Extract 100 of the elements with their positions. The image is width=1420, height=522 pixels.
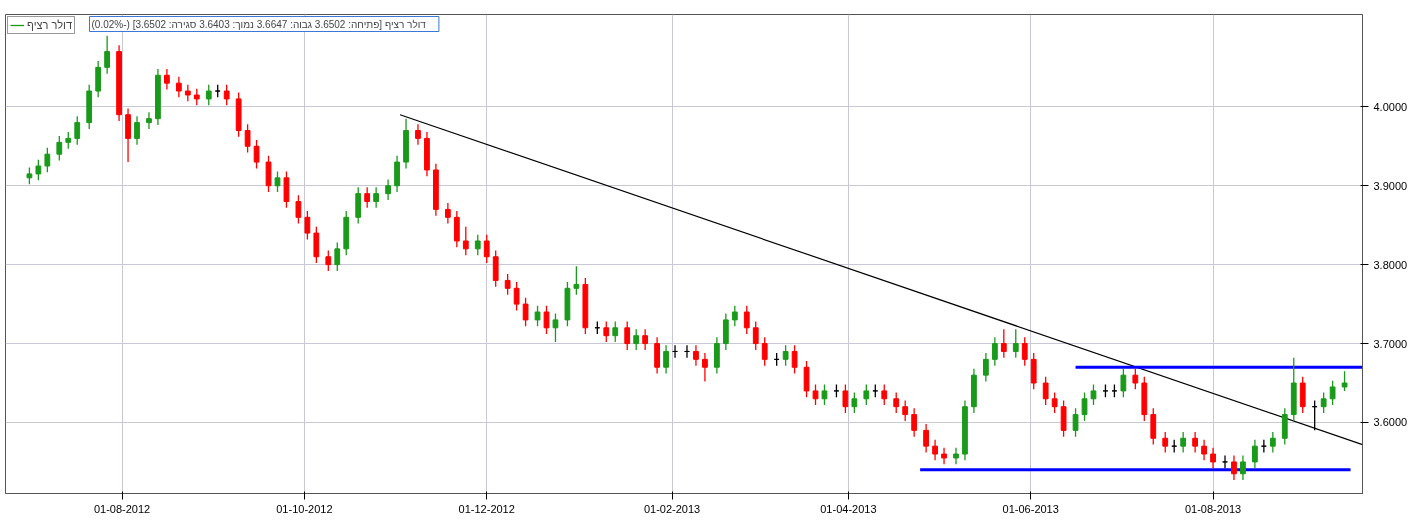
candlestick <box>702 352 708 383</box>
candlestick <box>761 336 768 367</box>
candlestick <box>223 84 230 106</box>
y-tick-label: 4.0000 <box>1373 100 1408 113</box>
candlestick <box>791 344 798 375</box>
candlestick <box>1341 370 1348 392</box>
candlestick <box>385 178 391 201</box>
candlestick <box>1150 407 1157 446</box>
candlestick <box>803 360 810 398</box>
y-tick-label: 3.9000 <box>1373 179 1408 192</box>
candlestick <box>743 305 750 335</box>
x-tick-label: 01-06-2013 <box>1002 502 1059 515</box>
candlestick <box>612 320 619 343</box>
candlestick <box>893 391 900 414</box>
candlestick <box>492 249 499 288</box>
candlestick <box>1072 407 1079 438</box>
candlestick <box>134 115 140 146</box>
legend-label: דולר רציף <box>27 19 73 31</box>
candlestick <box>782 344 789 367</box>
candlestick <box>603 320 610 343</box>
x-tick-label: 01-08-2012 <box>93 502 151 515</box>
candlestick <box>624 320 631 351</box>
candlestick <box>334 241 341 272</box>
candlestick <box>1329 380 1336 406</box>
candlestick <box>1081 391 1088 422</box>
candlestick <box>1210 447 1216 469</box>
candlestick <box>863 383 870 406</box>
candlestick <box>304 210 311 241</box>
candlestick <box>1281 407 1288 446</box>
candlestick <box>953 447 959 465</box>
candlestick <box>902 399 909 422</box>
candlestick <box>552 312 559 343</box>
candlestick <box>941 447 947 465</box>
candlestick <box>74 115 81 146</box>
candlestick <box>821 383 828 406</box>
candlestick <box>205 84 212 106</box>
candlestick <box>642 328 649 351</box>
candlestick <box>56 135 63 162</box>
candlestick <box>1132 368 1139 390</box>
y-tick-label: 3.6000 <box>1373 416 1408 429</box>
candlestick <box>851 391 858 414</box>
candlestick <box>923 423 929 454</box>
candlestick <box>504 273 511 296</box>
candlestick <box>415 123 421 146</box>
candlestick <box>274 170 281 193</box>
x-tick-label: 01-02-2013 <box>643 502 701 515</box>
candlestick <box>1051 391 1058 414</box>
candlestick <box>483 234 490 264</box>
candlestick <box>534 305 541 327</box>
x-tick-label: 01-08-2013 <box>1184 502 1242 515</box>
candlestick <box>35 159 42 181</box>
candlestick <box>1269 431 1276 454</box>
candlestick <box>932 439 938 462</box>
candlestick <box>253 139 260 170</box>
candlestick <box>693 344 699 367</box>
candlestick <box>1180 431 1187 454</box>
candlestick <box>1060 399 1067 438</box>
candlestick <box>444 202 451 225</box>
candlestick <box>104 35 111 75</box>
candlestick <box>573 265 580 296</box>
candlestick <box>522 297 529 327</box>
candlestick <box>752 320 759 351</box>
y-tick-label: 3.7000 <box>1373 337 1408 350</box>
candlestick <box>244 123 251 154</box>
candlestick <box>633 328 640 351</box>
candlestick <box>373 186 380 209</box>
candlestick <box>95 60 102 99</box>
candlestick <box>1201 439 1207 462</box>
candlestick <box>325 249 332 272</box>
candlestick <box>364 186 371 209</box>
candlestick <box>881 383 888 406</box>
x-tick-label: 01-10-2012 <box>276 502 333 515</box>
x-tick-label: 01-12-2012 <box>458 502 515 515</box>
candlestick <box>1192 431 1199 454</box>
candlestick <box>1021 336 1028 367</box>
candlestick <box>983 352 989 383</box>
candlestick <box>731 305 738 327</box>
candlestick <box>842 383 849 414</box>
candlestick <box>175 76 182 99</box>
candlestick <box>1012 328 1019 359</box>
candlestick <box>164 68 170 91</box>
candlestick <box>265 155 272 193</box>
candlestick <box>1320 391 1327 414</box>
candlestick <box>713 336 720 375</box>
candlestick <box>313 226 320 264</box>
candlestick <box>722 312 729 351</box>
candlestick <box>1231 454 1237 481</box>
candlestick <box>1000 328 1007 359</box>
candlestick <box>1252 439 1258 469</box>
candlestick <box>394 155 400 193</box>
candlestick <box>663 344 669 375</box>
candlestick <box>295 194 302 225</box>
candlestick <box>543 305 550 335</box>
candlestick <box>1042 376 1049 406</box>
y-tick-label: 3.8000 <box>1373 258 1408 271</box>
candlestick <box>1120 368 1127 398</box>
candlestick <box>474 234 481 256</box>
candlestick <box>125 107 131 163</box>
candlestick <box>453 210 460 248</box>
candlestick <box>1240 454 1246 481</box>
